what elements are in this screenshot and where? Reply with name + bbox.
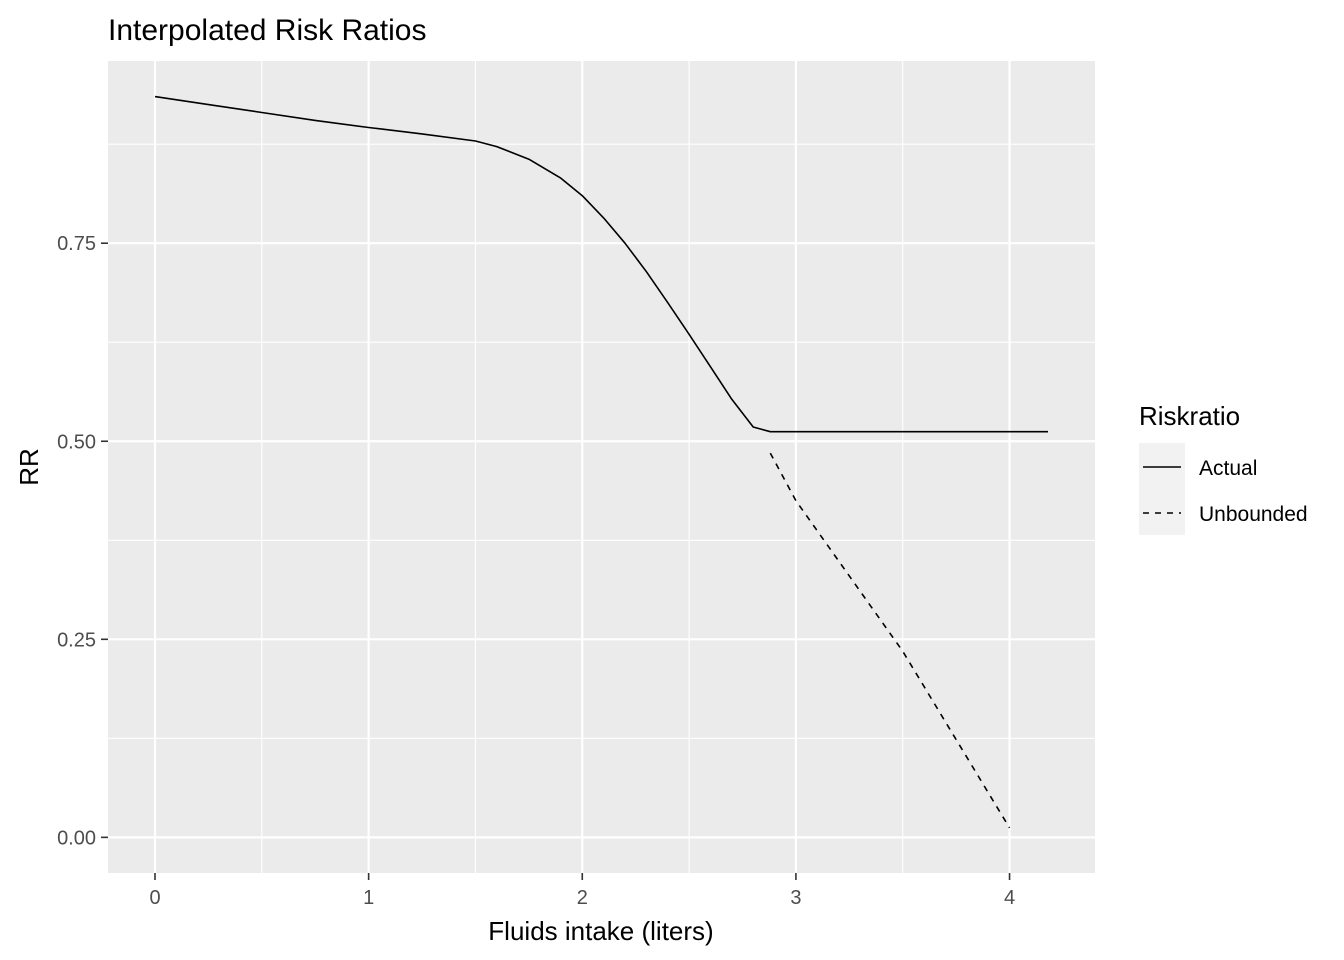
x-tick-label: 4 xyxy=(1004,887,1015,909)
legend-key-background xyxy=(1139,443,1185,535)
x-tick-label: 1 xyxy=(363,887,374,909)
chart-title: Interpolated Risk Ratios xyxy=(108,14,427,47)
legend-title: Riskratio xyxy=(1139,401,1240,431)
y-tick-label: 0.75 xyxy=(57,233,96,255)
x-tick-label: 3 xyxy=(790,887,801,909)
x-tick-label: 2 xyxy=(577,887,588,909)
x-tick-label: 0 xyxy=(149,887,160,909)
x-axis-title: Fluids intake (liters) xyxy=(488,916,713,946)
series-line-actual xyxy=(154,95,1048,433)
y-tick-label: 0.00 xyxy=(57,827,96,849)
plot-panel xyxy=(108,61,1095,873)
x-axis: 0 1 2 3 4 xyxy=(149,873,1015,909)
y-tick-label: 0.25 xyxy=(57,629,96,651)
y-tick-label: 0.50 xyxy=(57,431,96,453)
legend-label-unbounded: Unbounded xyxy=(1199,503,1308,526)
y-axis-title: RR xyxy=(14,448,44,486)
minor-gridlines xyxy=(108,61,1095,873)
series-layer xyxy=(154,95,1048,829)
series-line-unbounded xyxy=(769,452,1011,829)
legend: Riskratio Actual Unbounded xyxy=(1139,401,1308,535)
y-axis: 0.00 0.25 0.50 0.75 xyxy=(57,233,108,849)
legend-label-actual: Actual xyxy=(1199,457,1257,480)
